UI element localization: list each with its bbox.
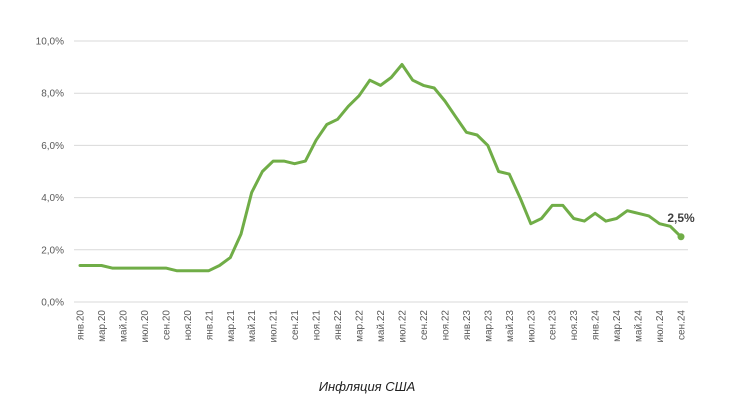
x-tick-label: сен.23	[548, 310, 559, 340]
x-tick-label: ноя.21	[312, 310, 323, 341]
x-tick-label: июл.20	[140, 310, 151, 343]
x-tick-label: мар.22	[355, 310, 366, 342]
x-tick-label: сен.21	[290, 310, 301, 340]
x-tick-label: ноя.22	[440, 310, 451, 341]
y-tick-label: 6,0%	[41, 141, 64, 152]
x-tick-label: июл.21	[269, 310, 280, 343]
y-tick-label: 4,0%	[41, 193, 64, 204]
x-tick-label: янв.22	[333, 310, 344, 341]
x-tick-label: сен.22	[419, 310, 430, 340]
y-tick-label: 2,0%	[41, 245, 64, 256]
x-tick-label: май.22	[376, 310, 387, 342]
x-tick-label: сен.24	[677, 310, 688, 340]
x-tick-label: сен.20	[161, 310, 172, 340]
x-tick-label: июл.22	[397, 310, 408, 343]
y-tick-label: 8,0%	[41, 89, 64, 100]
y-tick-label: 10,0%	[36, 37, 64, 48]
x-tick-label: май.21	[247, 310, 258, 342]
x-tick-label: ноя.20	[183, 310, 194, 341]
x-tick-label: мар.21	[226, 310, 237, 342]
chart-title: Инфляция США	[319, 379, 416, 394]
x-tick-label: ноя.23	[569, 310, 580, 341]
x-tick-label: июл.23	[526, 310, 537, 343]
x-tick-label: янв.21	[204, 310, 215, 341]
x-tick-label: мар.24	[612, 310, 623, 342]
x-tick-label: янв.20	[76, 310, 87, 341]
x-tick-label: май.20	[118, 310, 129, 342]
data-label: 2,5%	[667, 211, 695, 225]
x-tick-label: июл.24	[655, 310, 666, 343]
x-tick-label: май.23	[505, 310, 516, 342]
x-tick-label: янв.24	[591, 310, 602, 341]
x-tick-label: мар.20	[97, 310, 108, 342]
x-tick-label: мар.23	[483, 310, 494, 342]
point-marker	[677, 233, 685, 241]
y-tick-label: 0,0%	[41, 298, 64, 309]
x-tick-label: янв.23	[462, 310, 473, 341]
x-tick-label: май.24	[634, 310, 645, 342]
line	[78, 63, 683, 273]
